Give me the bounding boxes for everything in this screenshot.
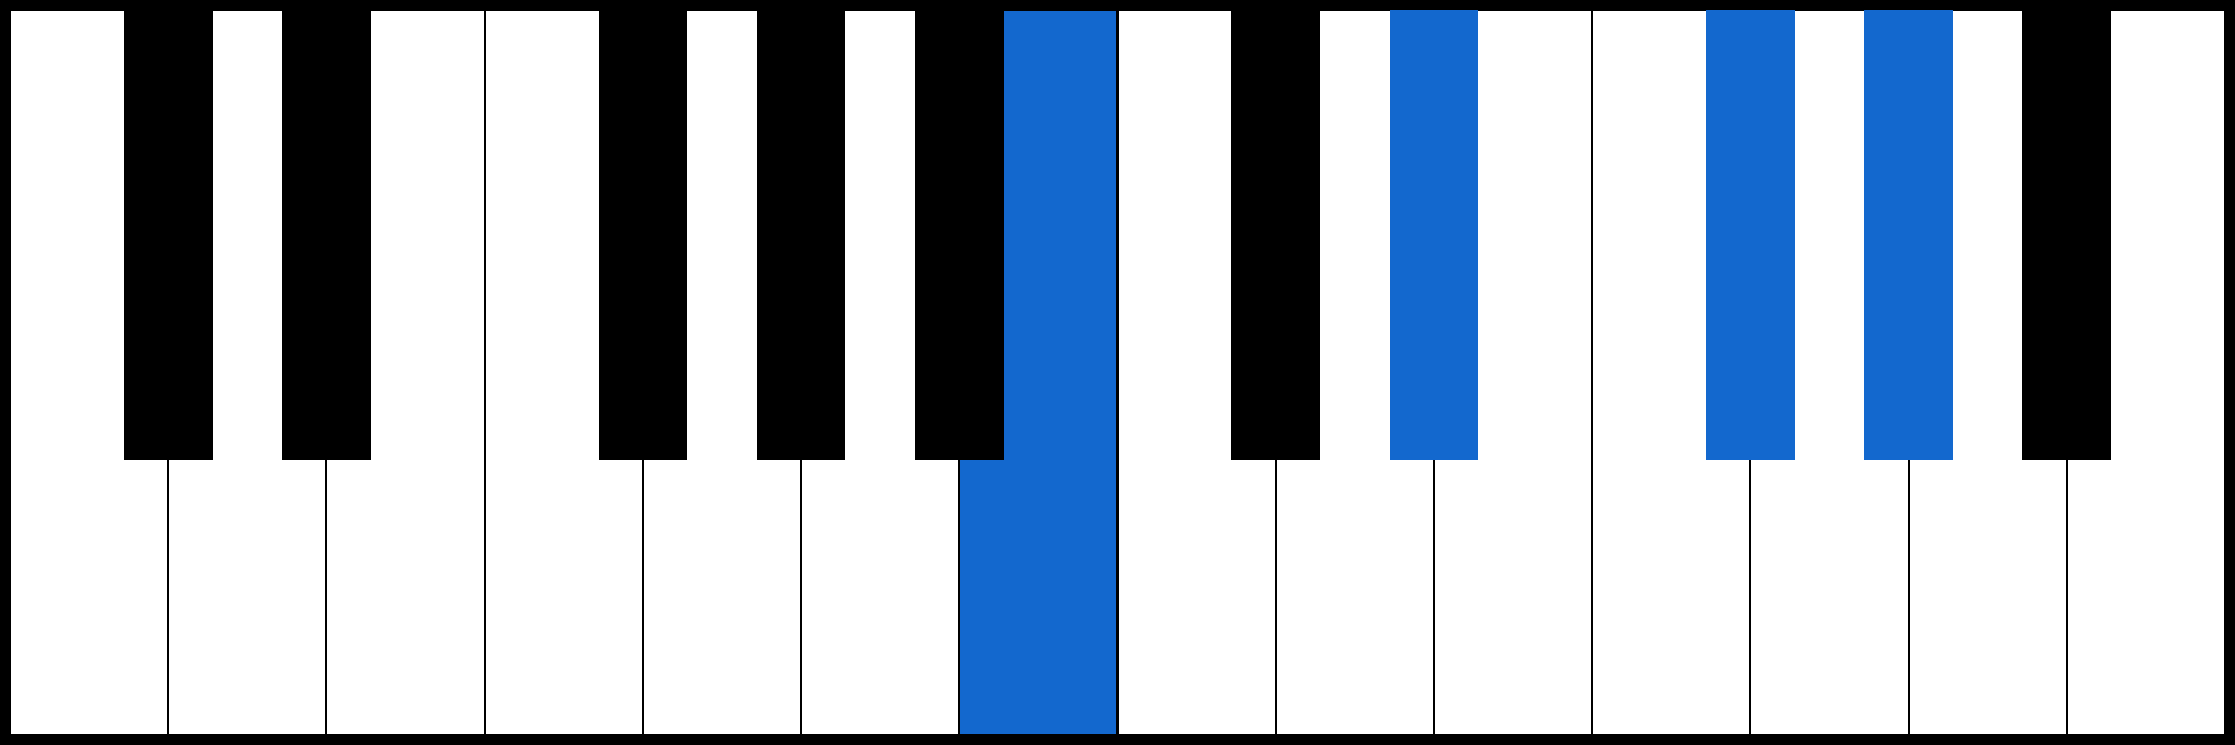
black-key-dsharp-8[interactable] (1390, 10, 1479, 460)
black-key-asharp-12[interactable] (2022, 10, 2111, 460)
black-key-csharp-7[interactable] (1231, 10, 1320, 460)
black-key-csharp-0[interactable] (124, 10, 213, 460)
black-key-dsharp-1[interactable] (282, 10, 371, 460)
black-key-asharp-5[interactable] (915, 10, 1004, 460)
black-key-gsharp-4[interactable] (757, 10, 846, 460)
black-key-fsharp-10[interactable] (1706, 10, 1795, 460)
piano-keyboard (0, 0, 2235, 745)
black-key-gsharp-11[interactable] (1864, 10, 1953, 460)
black-key-fsharp-3[interactable] (599, 10, 688, 460)
